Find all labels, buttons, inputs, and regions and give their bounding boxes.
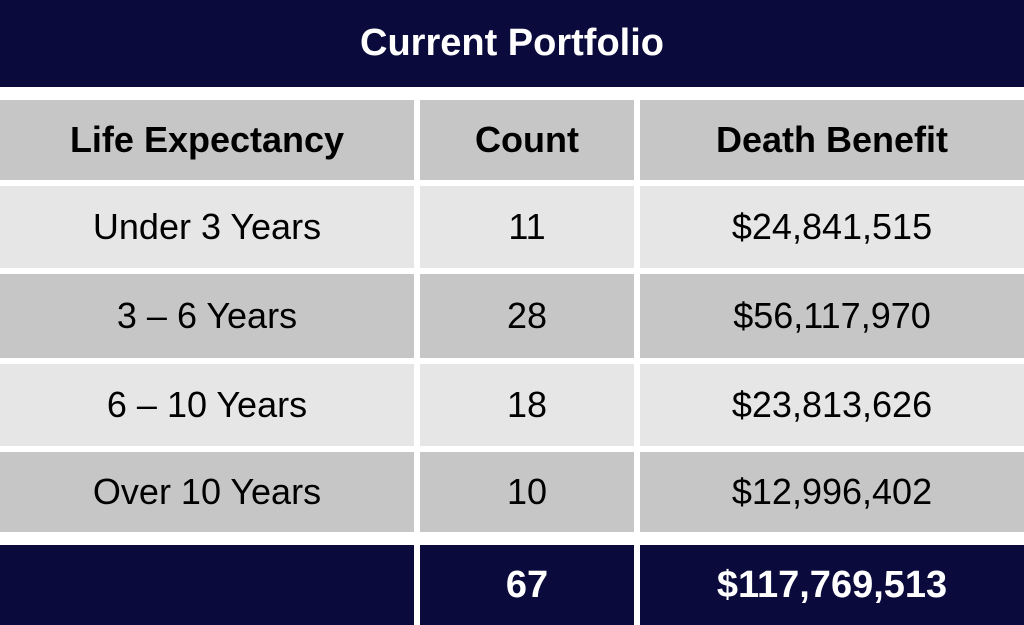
life-expectancy-cell: 3 – 6 Years <box>0 274 414 358</box>
total-death-benefit-cell: $117,769,513 <box>640 545 1024 625</box>
table-total-row: 67 $117,769,513 <box>0 545 1024 625</box>
column-header-death-benefit: Death Benefit <box>640 100 1024 180</box>
column-header-life-expectancy: Life Expectancy <box>0 100 414 180</box>
table-row: Under 3 Years 11 $24,841,515 <box>0 186 1024 268</box>
count-cell: 28 <box>420 274 634 358</box>
total-count-cell: 67 <box>420 545 634 625</box>
death-benefit-cell: $23,813,626 <box>640 364 1024 446</box>
death-benefit-cell: $24,841,515 <box>640 186 1024 268</box>
table-title: Current Portfolio <box>0 0 1024 87</box>
life-expectancy-cell: Over 10 Years <box>0 452 414 532</box>
death-benefit-cell: $12,996,402 <box>640 452 1024 532</box>
count-cell: 11 <box>420 186 634 268</box>
death-benefit-cell: $56,117,970 <box>640 274 1024 358</box>
column-header-count: Count <box>420 100 634 180</box>
table-row: Over 10 Years 10 $12,996,402 <box>0 452 1024 532</box>
table-header-row: Life Expectancy Count Death Benefit <box>0 100 1024 180</box>
total-label-cell <box>0 545 414 625</box>
life-expectancy-cell: Under 3 Years <box>0 186 414 268</box>
count-cell: 10 <box>420 452 634 532</box>
table-row: 6 – 10 Years 18 $23,813,626 <box>0 364 1024 446</box>
table-row: 3 – 6 Years 28 $56,117,970 <box>0 274 1024 358</box>
count-cell: 18 <box>420 364 634 446</box>
life-expectancy-cell: 6 – 10 Years <box>0 364 414 446</box>
